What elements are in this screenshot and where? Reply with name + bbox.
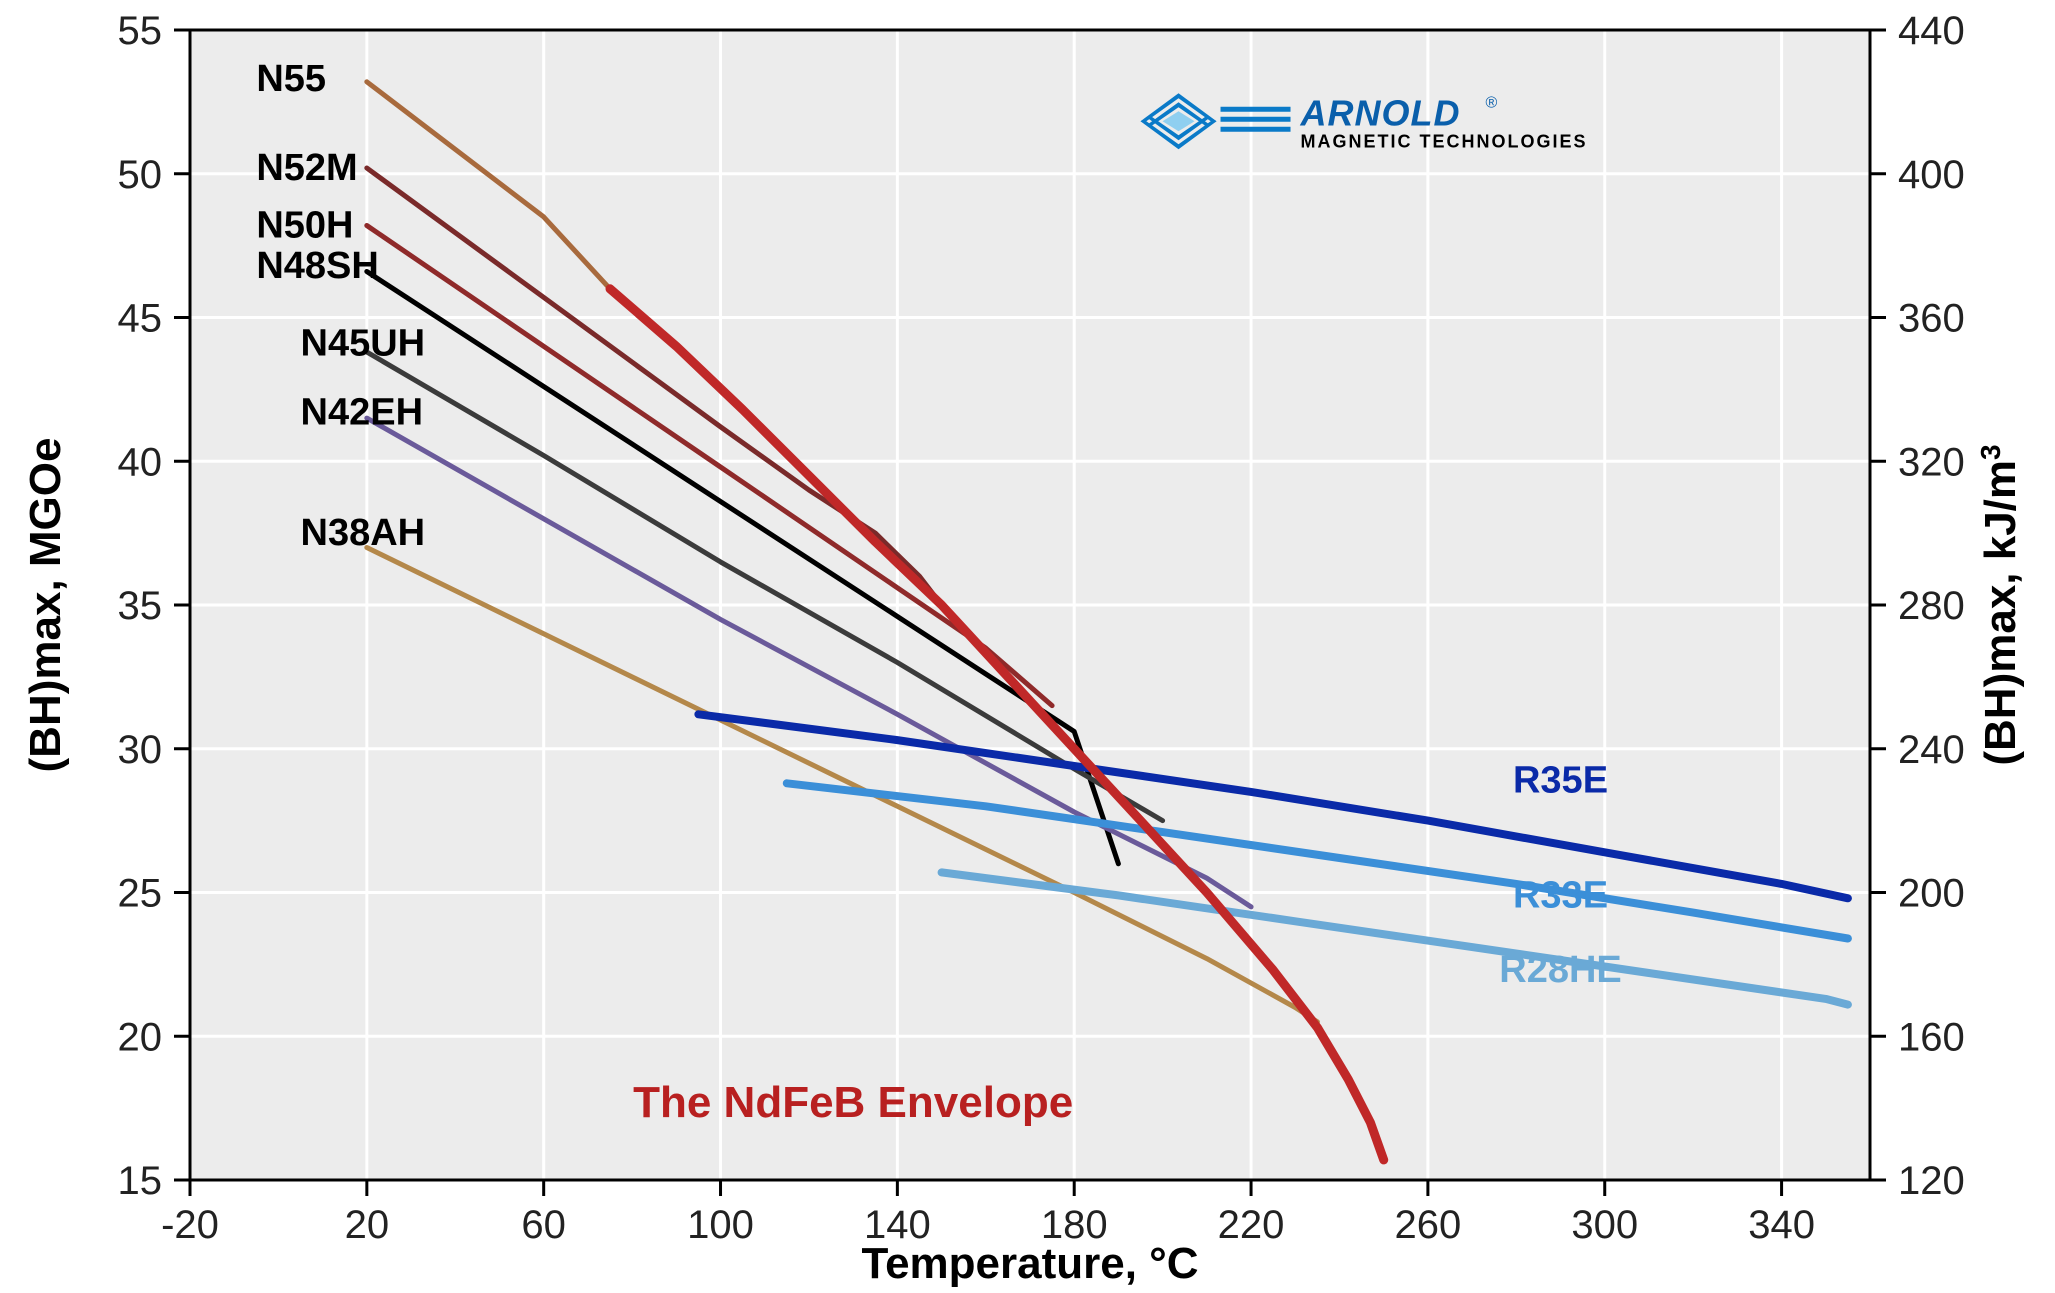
series-label-n45uh: N45UH xyxy=(301,322,426,364)
x-axis-label: Temperature, °C xyxy=(861,1239,1198,1288)
x-tick-label: 20 xyxy=(345,1203,390,1247)
y-right-axis-label: (BH)max, kJ/m3 xyxy=(1975,444,2026,765)
series-label-r35e: R35E xyxy=(1513,759,1608,801)
y-left-tick-label: 50 xyxy=(118,153,163,197)
y-left-tick-label: 40 xyxy=(118,440,163,484)
y-left-tick-label: 55 xyxy=(118,9,163,53)
y-left-axis-label: (BH)max, MGOe xyxy=(21,438,70,773)
y-right-tick-label: 280 xyxy=(1898,584,1965,628)
series-label-n38ah: N38AH xyxy=(301,512,426,554)
x-tick-label: 300 xyxy=(1571,1203,1638,1247)
y-left-tick-label: 35 xyxy=(118,584,163,628)
series-label-n50h: N50H xyxy=(256,205,353,247)
y-right-tick-label: 160 xyxy=(1898,1015,1965,1059)
y-right-tick-label: 440 xyxy=(1898,9,1965,53)
y-left-tick-label: 45 xyxy=(118,297,163,341)
logo-text-main: ARNOLD xyxy=(1300,92,1461,133)
y-left-tick-label: 25 xyxy=(118,872,163,916)
envelope-annotation: The NdFeB Envelope xyxy=(633,1078,1073,1127)
series-label-n55: N55 xyxy=(256,58,326,100)
x-tick-label: 100 xyxy=(687,1203,754,1247)
x-tick-label: 260 xyxy=(1395,1203,1462,1247)
bhmax-chart: -202060100140180220260300340152025303540… xyxy=(0,0,2055,1293)
x-tick-label: 220 xyxy=(1218,1203,1285,1247)
chart-container: -202060100140180220260300340152025303540… xyxy=(0,0,2055,1293)
x-tick-label: 340 xyxy=(1748,1203,1815,1247)
y-left-tick-label: 15 xyxy=(118,1159,163,1203)
series-label-r28he: R28HE xyxy=(1499,949,1622,991)
y-left-tick-label: 20 xyxy=(118,1015,163,1059)
y-right-tick-label: 240 xyxy=(1898,728,1965,772)
y-right-tick-label: 120 xyxy=(1898,1159,1965,1203)
y-right-tick-label: 200 xyxy=(1898,872,1965,916)
series-label-n42eh: N42EH xyxy=(301,391,424,433)
logo-reg-mark: ® xyxy=(1486,94,1498,111)
logo-text-sub: MAGNETIC TECHNOLOGIES xyxy=(1301,131,1588,151)
x-tick-label: 60 xyxy=(521,1203,566,1247)
y-left-tick-label: 30 xyxy=(118,728,163,772)
y-right-tick-label: 400 xyxy=(1898,153,1965,197)
series-label-r33e: R33E xyxy=(1513,874,1608,916)
y-right-tick-label: 360 xyxy=(1898,297,1965,341)
series-label-n52m: N52M xyxy=(256,147,357,189)
series-label-n48sh: N48SH xyxy=(256,245,379,287)
y-right-tick-label: 320 xyxy=(1898,440,1965,484)
x-tick-label: -20 xyxy=(161,1203,219,1247)
